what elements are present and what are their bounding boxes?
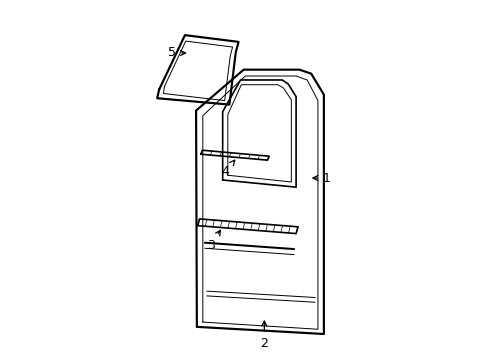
Text: 2: 2 [260,321,268,350]
Text: 4: 4 [221,160,234,178]
Text: 5: 5 [168,46,185,59]
Text: 1: 1 [312,171,330,185]
Text: 3: 3 [206,230,220,252]
